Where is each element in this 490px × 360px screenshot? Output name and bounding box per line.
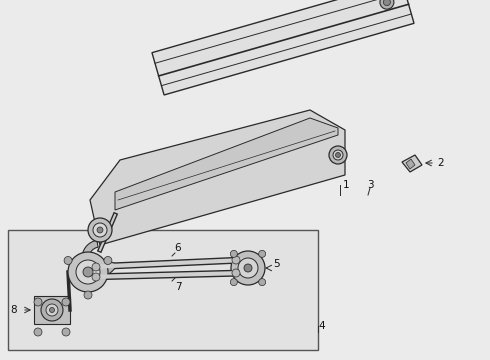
Polygon shape	[115, 118, 338, 210]
Text: 5: 5	[273, 259, 279, 269]
Text: 6: 6	[175, 243, 181, 253]
Circle shape	[336, 153, 341, 158]
Text: 3: 3	[367, 180, 373, 190]
Circle shape	[34, 328, 42, 336]
Circle shape	[333, 150, 343, 160]
Circle shape	[238, 258, 258, 278]
Circle shape	[76, 260, 100, 284]
Circle shape	[97, 227, 103, 233]
Polygon shape	[82, 240, 117, 276]
Circle shape	[92, 273, 100, 281]
Text: 7: 7	[175, 282, 181, 292]
Bar	[8, 230, 318, 350]
Circle shape	[329, 146, 347, 164]
Circle shape	[68, 252, 108, 292]
Circle shape	[232, 256, 240, 264]
Circle shape	[230, 250, 237, 257]
Circle shape	[232, 269, 240, 277]
Circle shape	[41, 299, 63, 321]
Bar	[34, 296, 70, 324]
Circle shape	[244, 264, 252, 272]
Circle shape	[259, 279, 266, 285]
Polygon shape	[152, 0, 414, 95]
Circle shape	[34, 298, 42, 306]
Circle shape	[62, 328, 70, 336]
Circle shape	[93, 223, 107, 237]
Text: 2: 2	[438, 158, 444, 168]
Circle shape	[46, 304, 58, 316]
Circle shape	[88, 218, 112, 242]
Circle shape	[83, 267, 93, 277]
Polygon shape	[406, 159, 415, 169]
Text: 8: 8	[11, 305, 17, 315]
Circle shape	[62, 298, 70, 306]
Polygon shape	[402, 155, 422, 172]
Circle shape	[64, 256, 72, 265]
Circle shape	[380, 0, 394, 9]
Circle shape	[230, 279, 237, 285]
Circle shape	[92, 263, 100, 271]
Circle shape	[49, 307, 54, 312]
Circle shape	[383, 0, 391, 6]
Circle shape	[231, 251, 265, 285]
Circle shape	[104, 256, 112, 265]
Text: 1: 1	[343, 180, 349, 190]
Polygon shape	[90, 110, 345, 245]
Circle shape	[259, 250, 266, 257]
Circle shape	[84, 291, 92, 299]
Text: 4: 4	[318, 321, 325, 331]
